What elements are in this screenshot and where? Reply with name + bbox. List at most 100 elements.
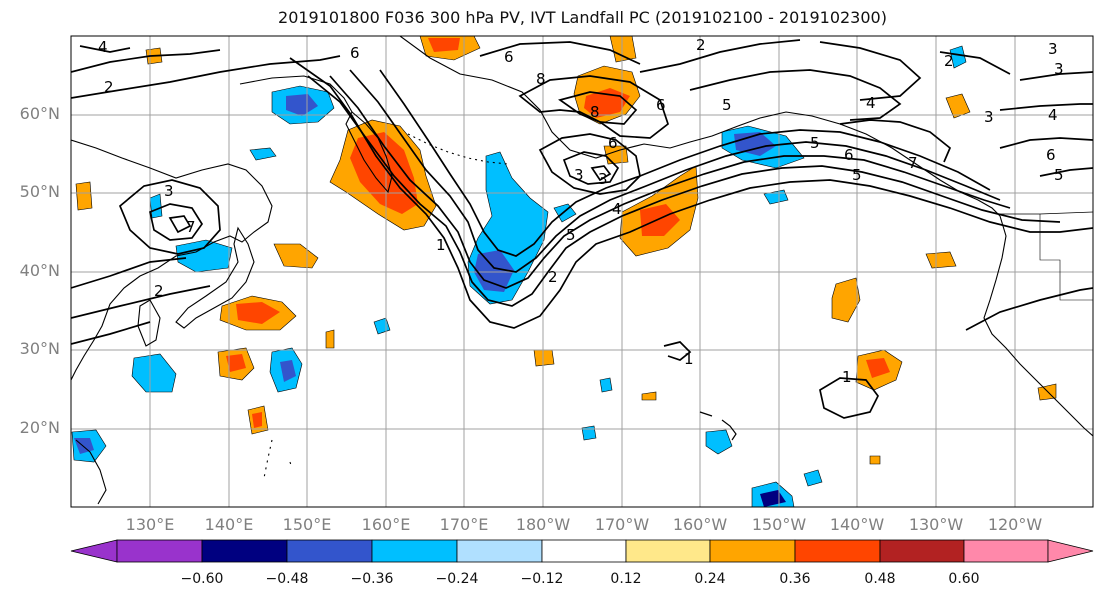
pv-contour bbox=[168, 215, 192, 234]
colorbar-tick-label: 0.48 bbox=[864, 571, 896, 587]
contour-label: 2 bbox=[548, 268, 558, 286]
lat-label: 50°N bbox=[19, 182, 60, 201]
contour-label: 5 bbox=[810, 134, 820, 152]
positive-anomaly-region bbox=[325, 329, 335, 349]
pv-contour bbox=[71, 321, 151, 345]
contour-label: 6 bbox=[504, 48, 514, 66]
lon-label: 150°E bbox=[282, 515, 332, 534]
asia-coastline bbox=[71, 139, 273, 381]
pv-contour bbox=[819, 377, 879, 419]
contour-label: 5 bbox=[852, 166, 862, 184]
contour-label: 6 bbox=[844, 146, 854, 164]
negative-anomaly-region bbox=[581, 425, 597, 441]
pv-contour bbox=[71, 257, 187, 289]
positive-anomaly-core bbox=[236, 302, 280, 324]
colorbar-bin bbox=[371, 539, 458, 563]
colorbar-tick-label: −0.24 bbox=[435, 571, 479, 587]
negative-anomaly-region bbox=[175, 239, 233, 273]
lat-label: 40°N bbox=[19, 261, 60, 280]
lon-label: 130°W bbox=[908, 515, 964, 534]
negative-anomaly-region bbox=[131, 353, 177, 393]
lon-label: 140°E bbox=[204, 515, 254, 534]
lon-label: 180°W bbox=[515, 515, 571, 534]
pv-contour bbox=[518, 75, 669, 139]
colorbar-extend-high bbox=[1047, 539, 1094, 563]
contour-label: 6 bbox=[350, 44, 360, 62]
positive-anomaly-region bbox=[869, 455, 881, 465]
pv-contour bbox=[538, 133, 641, 195]
colorbar bbox=[70, 539, 1094, 563]
negative-anomaly-region bbox=[803, 469, 823, 487]
negative-anomaly-region bbox=[949, 45, 967, 69]
pv-contour bbox=[79, 45, 131, 53]
contour-label: 6 bbox=[656, 96, 666, 114]
negative-anomaly-region bbox=[249, 147, 277, 161]
pv-contour bbox=[1039, 167, 1093, 177]
pv-contour bbox=[939, 51, 1011, 75]
contour-label: 3 bbox=[598, 170, 608, 188]
colorbar-tick-label: −0.60 bbox=[180, 571, 224, 587]
pv-contour bbox=[689, 69, 902, 121]
pv-contour bbox=[965, 287, 1093, 331]
positive-anomaly-core bbox=[640, 204, 680, 236]
contour-label: 3 bbox=[1048, 40, 1058, 58]
positive-anomaly-core bbox=[252, 412, 262, 428]
positive-anomaly-region bbox=[609, 36, 637, 63]
contour-label: 4 bbox=[612, 200, 622, 218]
pv-contour bbox=[479, 41, 641, 65]
negative-anomaly-region bbox=[553, 203, 577, 223]
lon-label: 140°W bbox=[829, 515, 885, 534]
shaded-anomalies bbox=[71, 36, 1057, 507]
pv-contour bbox=[819, 41, 922, 101]
contour-label: 2 bbox=[104, 78, 114, 96]
positive-anomaly-core bbox=[428, 38, 460, 52]
positive-anomaly-region bbox=[831, 277, 861, 323]
colorbar-tick-label: 0.12 bbox=[610, 571, 642, 587]
lon-label: 120°W bbox=[987, 515, 1043, 534]
hawaii-islands bbox=[699, 411, 737, 441]
negative-anomaly-region bbox=[705, 429, 733, 455]
colorbar-bin bbox=[709, 539, 796, 563]
pv-contour bbox=[149, 203, 204, 241]
lon-label: 160°E bbox=[361, 515, 411, 534]
contour-label: 4 bbox=[866, 94, 876, 112]
map-title: 2019101800 F036 300 hPa PV, IVT Landfall… bbox=[278, 8, 887, 27]
negative-anomaly-core bbox=[280, 360, 296, 382]
north-america-coastline bbox=[983, 215, 1093, 437]
pv-contour bbox=[307, 75, 1061, 307]
pv-contour bbox=[71, 285, 211, 319]
positive-anomaly-core bbox=[226, 354, 246, 372]
colorbar-tick-label: −0.36 bbox=[350, 571, 394, 587]
colorbar-bin bbox=[541, 539, 627, 563]
contour-label: 2 bbox=[944, 52, 954, 70]
colorbar-extend-low bbox=[70, 539, 118, 563]
contour-label: 8 bbox=[590, 103, 600, 121]
pv-contour bbox=[590, 165, 612, 182]
negative-anomaly-core bbox=[474, 250, 514, 292]
contour-labels: 4 2 6 6 8 8 6 3 5 2 6 6 4 5 6 5 7 5 3 3 … bbox=[98, 36, 1064, 386]
contour-label: 1 bbox=[684, 350, 694, 368]
colorbar-bin bbox=[116, 539, 203, 563]
pv-contour bbox=[329, 75, 1011, 289]
contour-label: 1 bbox=[842, 368, 852, 386]
okhotsk-coastline bbox=[239, 75, 353, 113]
colorbar-tick-label: 0.24 bbox=[694, 571, 726, 587]
contour-label: 3 bbox=[1054, 60, 1064, 78]
aleutian-chain bbox=[407, 133, 509, 165]
contour-label: 7 bbox=[186, 218, 196, 236]
alaska-coastline bbox=[399, 36, 1001, 217]
philippines-coastline bbox=[75, 439, 107, 505]
lat-label: 30°N bbox=[19, 339, 60, 358]
pv-contour bbox=[839, 119, 952, 163]
korea-coastline bbox=[137, 299, 161, 347]
contour-label: 3 bbox=[574, 166, 584, 184]
pv-contour bbox=[118, 179, 221, 255]
lon-label: 170°W bbox=[594, 515, 650, 534]
positive-anomaly-region bbox=[75, 181, 93, 211]
colorbar-tick-label: 0.36 bbox=[779, 571, 811, 587]
contour-label: 3 bbox=[984, 108, 994, 126]
pv-contour bbox=[999, 103, 1093, 111]
contour-label: 2 bbox=[696, 36, 706, 54]
contour-label: 6 bbox=[608, 134, 618, 152]
graticule bbox=[71, 36, 1093, 507]
